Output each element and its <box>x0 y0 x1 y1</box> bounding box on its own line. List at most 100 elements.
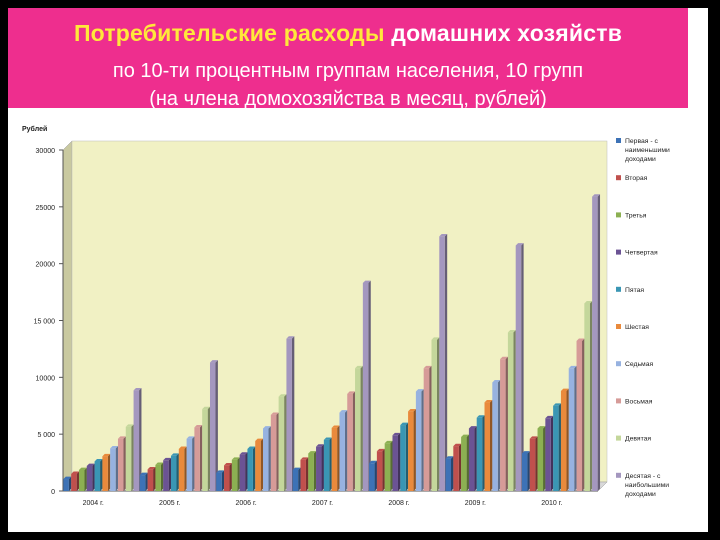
bar <box>178 448 185 491</box>
bar <box>453 446 459 491</box>
bar-top <box>362 280 371 283</box>
bar-side <box>497 380 501 491</box>
bar-top <box>286 336 295 339</box>
bar <box>202 409 208 491</box>
bar-side <box>84 467 87 491</box>
bar-side <box>382 448 385 491</box>
bar-side <box>521 243 524 491</box>
bar <box>102 456 108 491</box>
bar <box>125 426 132 491</box>
bar-top <box>170 453 179 456</box>
bar-top <box>125 424 134 427</box>
bar <box>247 448 253 491</box>
bar <box>239 454 246 491</box>
bar-top <box>247 446 256 449</box>
legend-swatch <box>616 435 621 441</box>
bar-top <box>202 406 211 410</box>
bar-top <box>224 463 232 466</box>
bar-top <box>186 436 195 439</box>
bar <box>521 453 528 491</box>
legend-label: Шестая <box>625 324 649 331</box>
bar-top <box>453 443 462 447</box>
bar-side <box>429 365 432 491</box>
bar-top <box>102 453 111 457</box>
plot-side-wall <box>62 140 73 492</box>
bar-side <box>215 360 218 491</box>
bar <box>492 382 498 491</box>
bar-top <box>147 467 156 470</box>
bar-side <box>474 426 477 491</box>
legend-swatch <box>616 138 621 143</box>
bar-top <box>117 436 126 439</box>
bar <box>63 479 69 491</box>
bar-side <box>597 194 601 491</box>
bar <box>94 461 101 491</box>
bar-side <box>139 388 142 491</box>
bar-top <box>216 470 225 473</box>
legend-label: Пятая <box>625 287 644 294</box>
bar-top <box>292 467 301 470</box>
bar <box>286 338 292 491</box>
legend-swatch <box>616 175 621 181</box>
legend-label: Третья <box>625 212 647 219</box>
bar-side <box>153 467 156 491</box>
x-tick-label: 2008 г. <box>388 500 409 507</box>
bar-top <box>71 471 80 474</box>
bar <box>439 236 445 491</box>
bar <box>584 303 590 491</box>
bar-top <box>323 437 332 440</box>
bar-side <box>284 394 287 491</box>
bar <box>194 427 200 491</box>
bar-side <box>550 415 554 491</box>
bar-top <box>592 194 601 197</box>
bar <box>308 453 314 491</box>
bar-top <box>415 389 424 392</box>
bar-top <box>537 426 546 429</box>
bar-top <box>63 476 72 480</box>
bar-top <box>584 301 593 304</box>
bar-top <box>553 403 562 406</box>
bar-top <box>239 452 248 455</box>
legend-label: Десятая - с наибольшими доходами <box>625 473 669 498</box>
bar-side <box>123 436 126 491</box>
bar-side <box>421 389 424 491</box>
x-tick-label: 2010 г. <box>541 500 562 507</box>
bar-top <box>468 426 477 429</box>
bar <box>292 469 299 491</box>
bar-side <box>352 391 356 491</box>
y-tick-label: 25000 <box>36 205 56 212</box>
legend-label: Четвертая <box>625 250 658 257</box>
bar-side <box>168 457 172 491</box>
bar-side <box>405 422 409 491</box>
bar <box>170 455 177 491</box>
bar-side <box>92 463 95 491</box>
bar-side <box>374 460 377 491</box>
bar-side <box>131 424 134 491</box>
bar <box>117 438 124 491</box>
bar-side <box>329 437 332 491</box>
title-rest: домашних хозяйств <box>391 20 623 46</box>
bar-top <box>521 451 530 454</box>
bar-side <box>229 463 232 491</box>
bar-top <box>300 457 309 460</box>
bar-side <box>199 424 203 491</box>
bar <box>376 451 383 491</box>
bar-top <box>507 330 516 333</box>
bar <box>355 368 361 491</box>
bar-top <box>392 432 401 436</box>
legend-label: Седьмая <box>625 361 653 368</box>
bar-side <box>558 403 562 491</box>
bar <box>384 443 391 491</box>
bar-side <box>436 337 440 491</box>
x-tick-label: 2007 г. <box>312 500 333 507</box>
bar-top <box>94 459 103 462</box>
bar-side <box>513 330 516 491</box>
bar-top <box>568 365 577 369</box>
x-tick-label: 2006 г. <box>235 500 256 507</box>
bar <box>576 340 583 491</box>
bar-side <box>298 467 301 491</box>
bar-side <box>145 472 148 491</box>
bar-top <box>545 415 554 419</box>
